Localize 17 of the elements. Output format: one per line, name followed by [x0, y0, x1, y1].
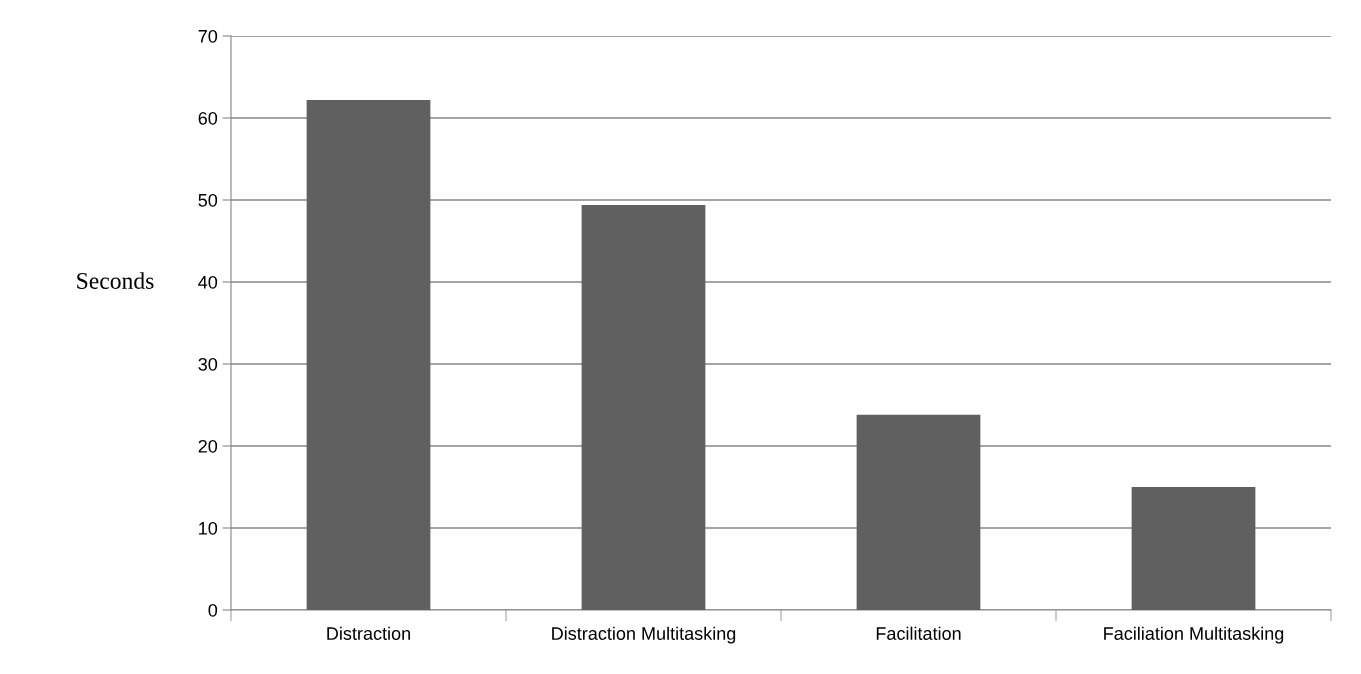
x-tick-label: Distraction Multitasking [552, 626, 736, 644]
bar [581, 204, 706, 610]
x-tick-label: Faciliation Multitasking [1104, 626, 1284, 644]
y-tick-label: 0 [208, 603, 218, 617]
bar [306, 99, 431, 610]
y-tick-label: 30 [198, 357, 218, 371]
y-tick-label: 10 [199, 521, 218, 535]
y-tick-label: 20 [198, 439, 218, 453]
y-tick-label: 60 [198, 111, 218, 125]
y-tick-label: 70 [198, 29, 218, 43]
y-tick-label: 40 [198, 275, 218, 289]
bar [856, 414, 981, 610]
y-axis-title: Seconds [77, 272, 154, 289]
bar [1131, 487, 1256, 610]
y-tick-label: 50 [198, 193, 218, 207]
x-tick-label: Facilitation [876, 626, 961, 640]
x-tick-label: Distraction [327, 626, 410, 640]
